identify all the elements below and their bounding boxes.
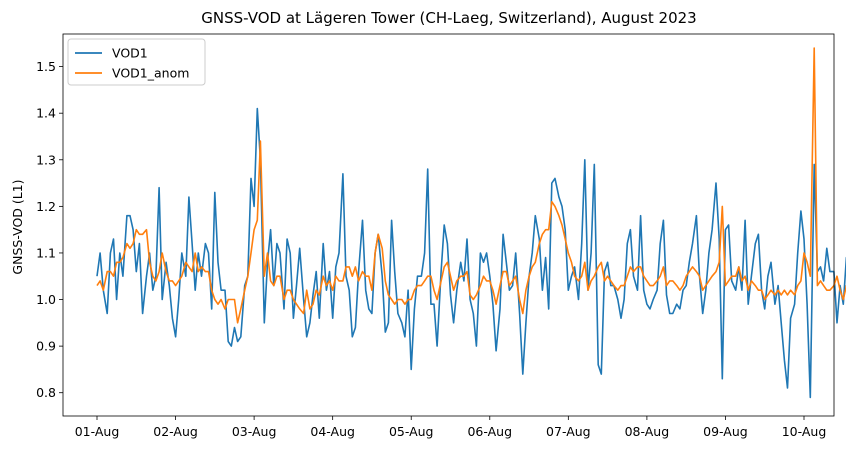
legend: VOD1 VOD1_anom [67, 38, 206, 86]
legend-label: VOD1_anom [112, 66, 189, 81]
x-tick-label: 04-Aug [310, 424, 355, 439]
plot-frame [62, 33, 835, 417]
y-tick-label: 1.1 [36, 245, 56, 260]
x-tick-label: 05-Aug [389, 424, 434, 439]
y-tick-label: 1.5 [36, 59, 56, 74]
legend-label: VOD1 [112, 46, 148, 61]
legend-box [67, 38, 206, 86]
x-tick-label: 09-Aug [703, 424, 748, 439]
y-tick-label: 0.8 [36, 385, 56, 400]
x-tick-label: 08-Aug [625, 424, 670, 439]
y-axis-label: GNSS-VOD (L1) [10, 179, 25, 274]
x-tick-label: 07-Aug [546, 424, 591, 439]
y-tick-label: 0.9 [36, 339, 56, 354]
y-tick-label: 1.0 [36, 292, 56, 307]
y-tick-label: 1.3 [36, 152, 56, 167]
y-tick-label: 1.4 [36, 106, 56, 121]
y-tick-label: 1.2 [36, 199, 56, 214]
axes: 01-Aug 02-Aug 03-Aug 04-Aug 05-Aug 06-Aug 07-A… [36, 59, 826, 439]
x-tick-label: 02-Aug [153, 424, 198, 439]
x-tick-label: 01-Aug [75, 424, 120, 439]
plot-area [96, 47, 846, 399]
x-tick-label: 06-Aug [467, 424, 512, 439]
series-line-vod1-anom [96, 47, 846, 324]
series-line-vod1 [96, 107, 846, 399]
chart-title: GNSS-VOD at Lägeren Tower (CH-Laeg, Swit… [201, 9, 696, 27]
x-tick-label: 10-Aug [782, 424, 827, 439]
x-tick-label: 03-Aug [232, 424, 277, 439]
